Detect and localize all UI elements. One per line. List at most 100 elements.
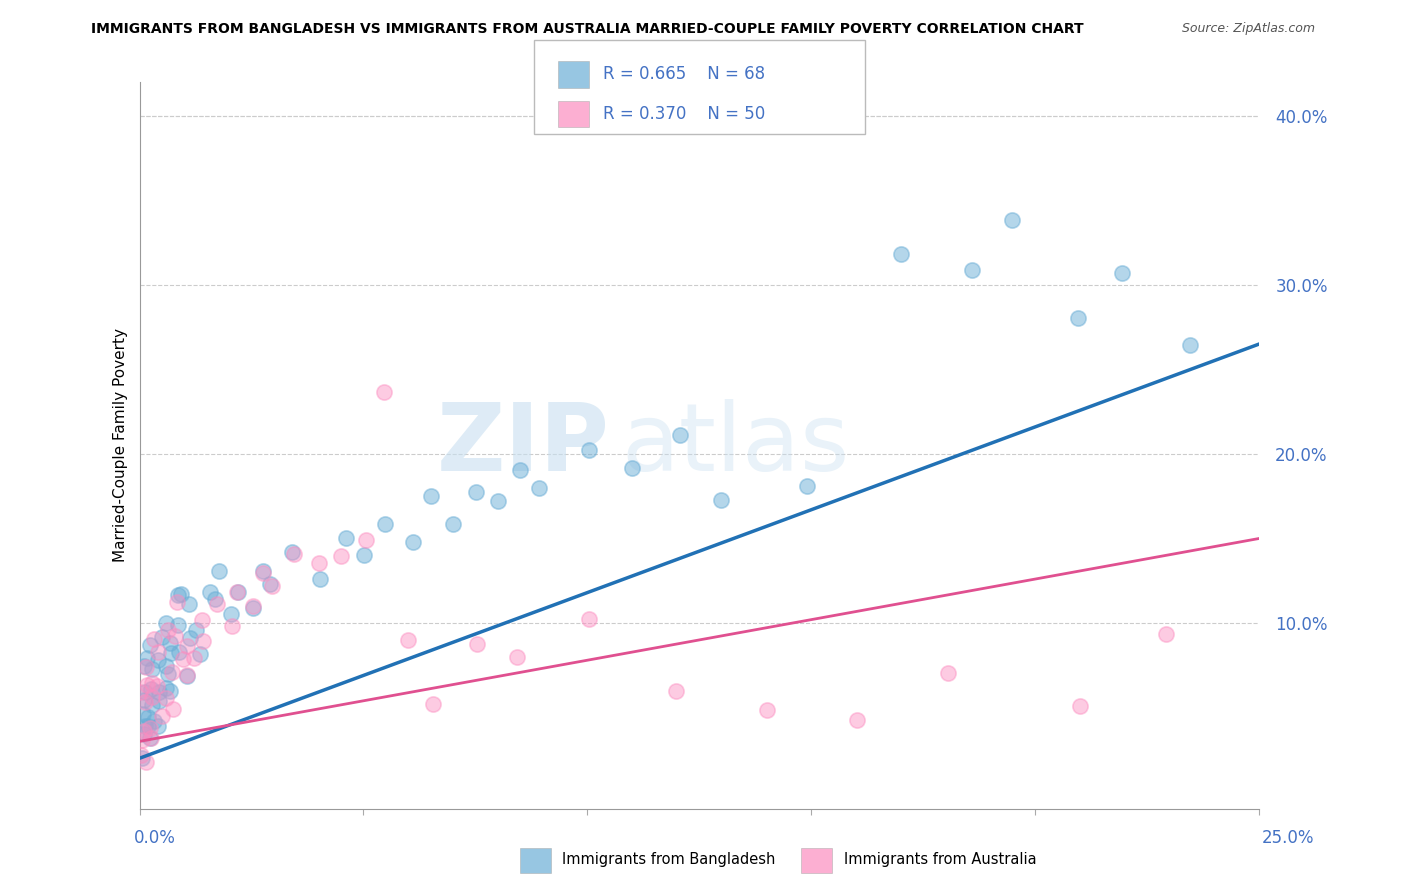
Point — [329, 549, 352, 564]
Point — [198, 585, 221, 599]
Point — [796, 479, 818, 493]
Point — [141, 662, 163, 676]
Point — [143, 714, 166, 728]
Point — [176, 669, 198, 683]
Text: atlas: atlas — [621, 400, 849, 491]
Point — [441, 516, 464, 531]
Text: ZIP: ZIP — [437, 400, 610, 491]
Point — [221, 619, 243, 633]
Point — [163, 629, 186, 643]
Point — [139, 731, 162, 745]
Point — [509, 463, 531, 477]
Point — [354, 533, 377, 547]
Point — [155, 616, 177, 631]
Point — [136, 650, 159, 665]
Point — [465, 637, 488, 651]
Point — [156, 667, 179, 681]
Point — [205, 597, 228, 611]
Point — [136, 678, 159, 692]
Point — [1001, 212, 1024, 227]
Point — [167, 617, 190, 632]
Point — [665, 684, 688, 698]
Point — [938, 666, 960, 681]
Point — [155, 681, 177, 695]
Point — [132, 706, 155, 721]
Point — [131, 750, 153, 764]
Point — [283, 548, 305, 562]
Point — [204, 591, 226, 606]
Point — [132, 659, 155, 673]
Point — [135, 756, 157, 770]
Point — [131, 733, 153, 747]
Point — [141, 676, 163, 690]
Point — [156, 623, 179, 637]
Point — [162, 702, 184, 716]
Point — [177, 597, 200, 611]
Point — [146, 653, 169, 667]
Point — [578, 442, 600, 457]
Point — [756, 703, 779, 717]
Point — [141, 690, 163, 704]
Point — [134, 685, 156, 699]
Point — [146, 719, 169, 733]
Point — [259, 577, 281, 591]
Point — [155, 659, 177, 673]
Text: Immigrants from Bangladesh: Immigrants from Bangladesh — [562, 853, 776, 867]
Point — [422, 697, 444, 711]
Point — [308, 572, 330, 586]
Point — [148, 694, 170, 708]
Point — [578, 612, 600, 626]
Point — [169, 586, 191, 600]
Point — [193, 634, 215, 648]
Point — [373, 384, 395, 399]
Point — [132, 727, 155, 741]
Point — [138, 721, 160, 735]
Text: R = 0.665    N = 68: R = 0.665 N = 68 — [603, 65, 765, 83]
Point — [183, 651, 205, 665]
Point — [335, 531, 357, 545]
Y-axis label: Married-Couple Family Poverty: Married-Couple Family Poverty — [114, 328, 128, 563]
Point — [219, 607, 242, 622]
Point — [155, 690, 177, 705]
Point — [167, 645, 190, 659]
Point — [135, 660, 157, 674]
Text: Source: ZipAtlas.com: Source: ZipAtlas.com — [1181, 22, 1315, 36]
Point — [242, 600, 264, 615]
Point — [621, 461, 644, 475]
Point — [1111, 266, 1133, 280]
Point — [166, 595, 188, 609]
Point — [529, 481, 551, 495]
Point — [159, 636, 181, 650]
Point — [128, 685, 150, 699]
Point — [139, 681, 162, 696]
Point — [308, 557, 330, 571]
Point — [186, 624, 208, 638]
Point — [150, 630, 173, 644]
Point — [208, 565, 231, 579]
Point — [138, 638, 160, 652]
Point — [374, 516, 396, 531]
Point — [486, 494, 509, 508]
Point — [146, 645, 169, 659]
Text: IMMIGRANTS FROM BANGLADESH VS IMMIGRANTS FROM AUSTRALIA MARRIED-COUPLE FAMILY PO: IMMIGRANTS FROM BANGLADESH VS IMMIGRANTS… — [91, 22, 1084, 37]
Point — [176, 667, 198, 681]
Point — [136, 709, 159, 723]
Point — [960, 262, 983, 277]
Point — [146, 679, 169, 693]
Point — [179, 631, 201, 645]
Point — [141, 698, 163, 713]
Point — [132, 693, 155, 707]
Point — [148, 684, 170, 698]
Point — [134, 695, 156, 709]
Point — [159, 684, 181, 698]
Point — [226, 584, 249, 599]
Text: 0.0%: 0.0% — [134, 829, 176, 847]
Point — [710, 492, 733, 507]
Point — [176, 639, 198, 653]
Point — [506, 650, 529, 665]
Point — [420, 489, 443, 503]
Point — [353, 548, 375, 562]
Point — [668, 428, 690, 442]
Point — [262, 579, 284, 593]
Point — [139, 731, 162, 746]
